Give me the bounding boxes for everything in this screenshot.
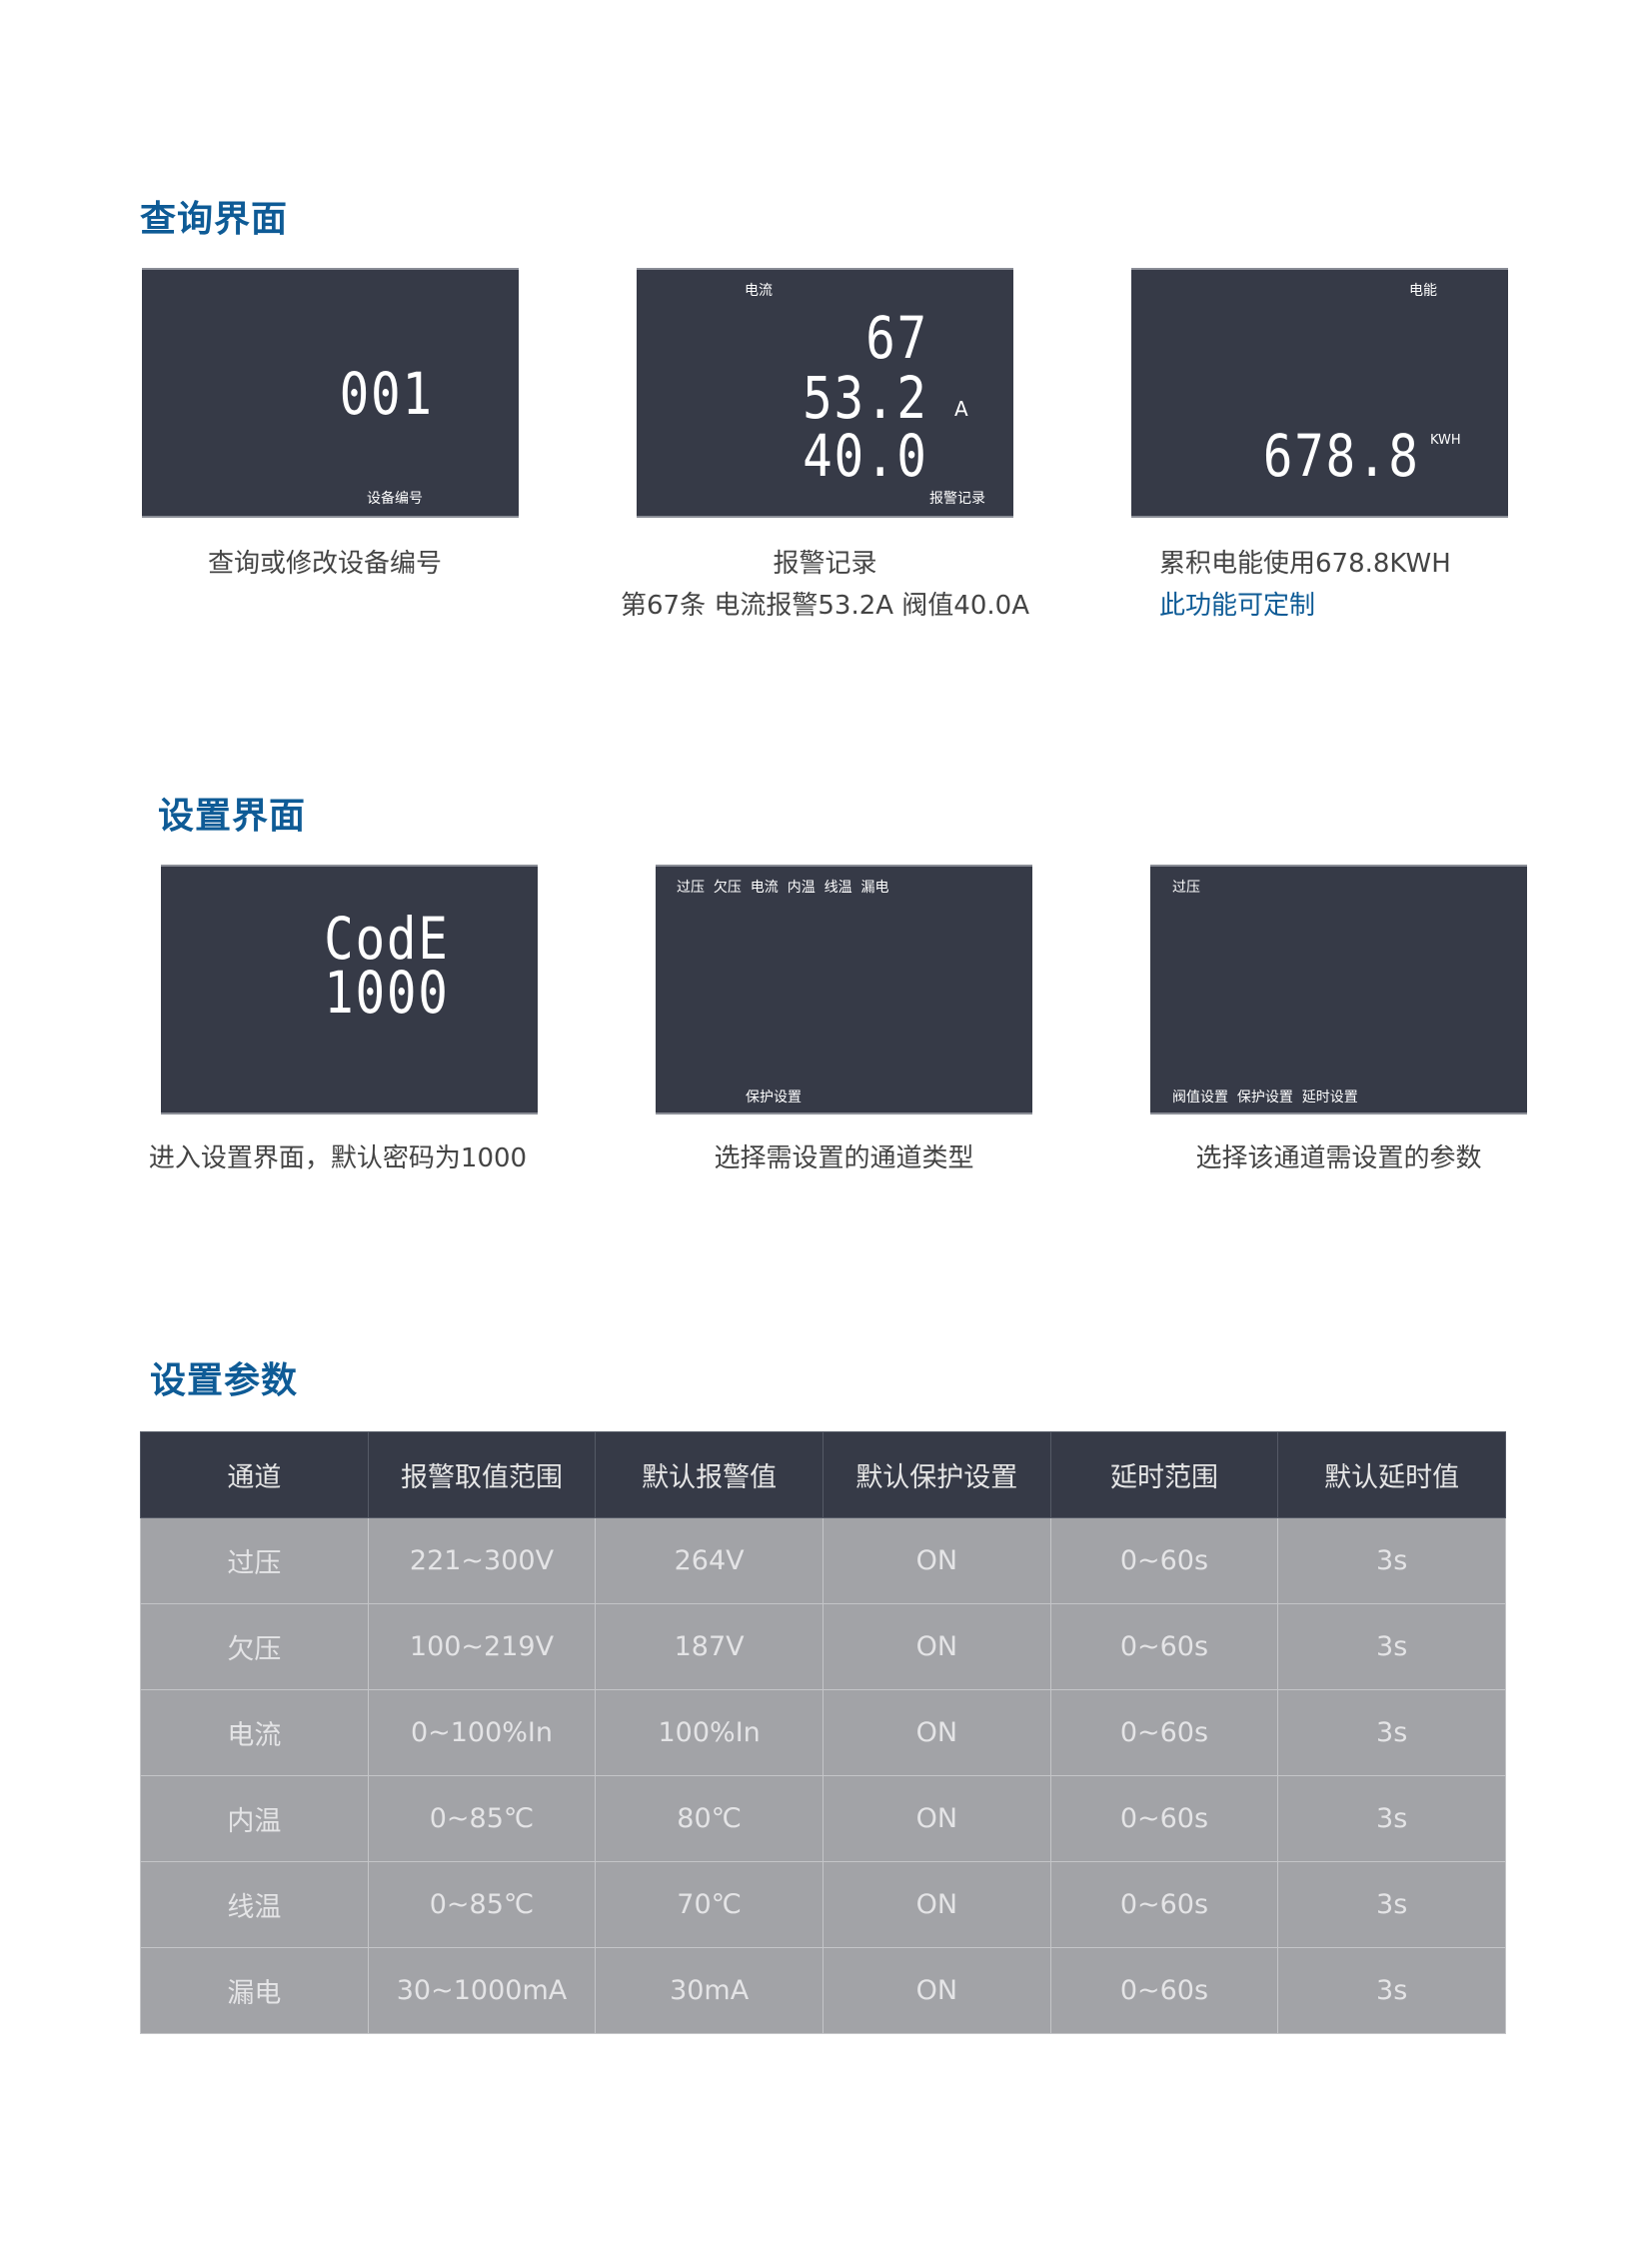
table-cell: ON (822, 1861, 1051, 1948)
energy-value: 678.8 (1263, 422, 1420, 490)
energy-unit: KWH (1430, 433, 1461, 448)
table-cell: 0~60s (1049, 1517, 1279, 1604)
table-cell: 过压 (140, 1517, 369, 1604)
channel-list: 过压 欠压 电流 内温 线温 漏电 (677, 880, 889, 896)
table-cell: 3s (1277, 1861, 1506, 1948)
table-cell: 线温 (140, 1861, 369, 1948)
password-screen: CodE 1000 (161, 865, 538, 1115)
table-cell: 187V (595, 1603, 824, 1690)
unit-label: A (954, 397, 968, 421)
password-value: 1000 (324, 959, 450, 1027)
header-cell: 报警取值范围 (367, 1431, 597, 1518)
header-cell: 默认报警值 (595, 1431, 824, 1518)
table-cell: 100%In (595, 1689, 824, 1776)
table-cell: 0~60s (1049, 1775, 1279, 1862)
table-row: 内温 0~85℃ 80℃ ON 0~60s 3s (140, 1775, 1506, 1862)
table-cell: 30~1000mA (367, 1947, 597, 2034)
parameter-list: 阀值设置 保护设置 延时设置 (1172, 1090, 1358, 1106)
alarm-record-caption: 报警记录 (773, 549, 877, 579)
device-id-label: 设备编号 (367, 491, 423, 507)
table-cell: 264V (595, 1517, 824, 1604)
table-cell: 0~60s (1049, 1603, 1279, 1690)
energy-label: 电能 (1409, 283, 1437, 299)
channel-select-screen: 过压 欠压 电流 内温 线温 漏电 保护设置 (656, 865, 1032, 1115)
parameter-table: 通道 报警取值范围 默认报警值 默认保护设置 延时范围 默认延时值 过压 221~… (140, 1431, 1506, 2034)
params-section-title: 设置参数 (150, 1360, 299, 1401)
table-cell: ON (822, 1947, 1051, 2034)
table-row: 欠压 100~219V 187V ON 0~60s 3s (140, 1603, 1506, 1690)
alarm-record-label: 报警记录 (929, 491, 985, 507)
parameter-select-screen: 过压 阀值设置 保护设置 延时设置 (1150, 865, 1527, 1115)
alarm-record-screen: 电流 67 53.2 40.0 A 报警记录 (637, 268, 1013, 518)
table-cell: 0~60s (1049, 1861, 1279, 1948)
header-cell: 延时范围 (1049, 1431, 1279, 1518)
channel-select-caption: 选择需设置的通道类型 (714, 1143, 974, 1173)
table-cell: 内温 (140, 1775, 369, 1862)
table-row: 线温 0~85℃ 70℃ ON 0~60s 3s (140, 1861, 1506, 1948)
table-cell: 80℃ (595, 1775, 824, 1862)
table-cell: ON (822, 1689, 1051, 1776)
table-row: 漏电 30~1000mA 30mA ON 0~60s 3s (140, 1947, 1506, 2034)
header-cell: 通道 (140, 1431, 369, 1518)
code-label: CodE (324, 905, 450, 973)
threshold-value: 40.0 (803, 422, 928, 490)
table-cell: 3s (1277, 1775, 1506, 1862)
device-id-screen: 001 设备编号 (142, 268, 519, 518)
table-cell: 3s (1277, 1689, 1506, 1776)
table-cell: 电流 (140, 1689, 369, 1776)
table-cell: 3s (1277, 1517, 1506, 1604)
query-section-title: 查询界面 (140, 199, 289, 240)
table-cell: ON (822, 1603, 1051, 1690)
table-cell: 0~85℃ (367, 1775, 597, 1862)
table-cell: 欠压 (140, 1603, 369, 1690)
current-label: 电流 (745, 283, 773, 299)
table-cell: 3s (1277, 1603, 1506, 1690)
table-cell: 30mA (595, 1947, 824, 2034)
table-cell: 221~300V (367, 1517, 597, 1604)
header-cell: 默认延时值 (1277, 1431, 1506, 1518)
parameter-select-caption: 选择该通道需设置的参数 (1195, 1143, 1482, 1173)
table-cell: 0~85℃ (367, 1861, 597, 1948)
table-cell: ON (822, 1517, 1051, 1604)
record-number: 67 (865, 304, 928, 372)
table-cell: 0~60s (1049, 1947, 1279, 2034)
table-cell: 70℃ (595, 1861, 824, 1948)
table-cell: 0~60s (1049, 1689, 1279, 1776)
table-row: 过压 221~300V 264V ON 0~60s 3s (140, 1517, 1506, 1604)
table-row: 电流 0~100%In 100%In ON 0~60s 3s (140, 1689, 1506, 1776)
device-id-value: 001 (339, 360, 434, 428)
header-cell: 默认保护设置 (822, 1431, 1051, 1518)
password-caption: 进入设置界面，默认密码为1000 (148, 1143, 528, 1173)
protection-setting-label: 保护设置 (746, 1090, 802, 1106)
alarm-record-detail: 第67条 电流报警53.2A 阀值40.0A (621, 591, 1029, 621)
alarm-value: 53.2 (803, 364, 928, 432)
device-id-caption: 查询或修改设备编号 (207, 549, 442, 579)
table-cell: ON (822, 1775, 1051, 1862)
setup-section-title: 设置界面 (158, 796, 307, 837)
table-header: 通道 报警取值范围 默认报警值 默认保护设置 延时范围 默认延时值 (140, 1431, 1506, 1518)
table-cell: 漏电 (140, 1947, 369, 2034)
customizable-note: 此功能可定制 (1159, 591, 1316, 621)
energy-screen: 电能 678.8 KWH (1131, 268, 1508, 518)
table-cell: 100~219V (367, 1603, 597, 1690)
energy-caption: 累积电能使用678.8KWH (1159, 549, 1451, 579)
overvoltage-label: 过压 (1172, 880, 1200, 896)
table-cell: 3s (1277, 1947, 1506, 2034)
table-cell: 0~100%In (367, 1689, 597, 1776)
